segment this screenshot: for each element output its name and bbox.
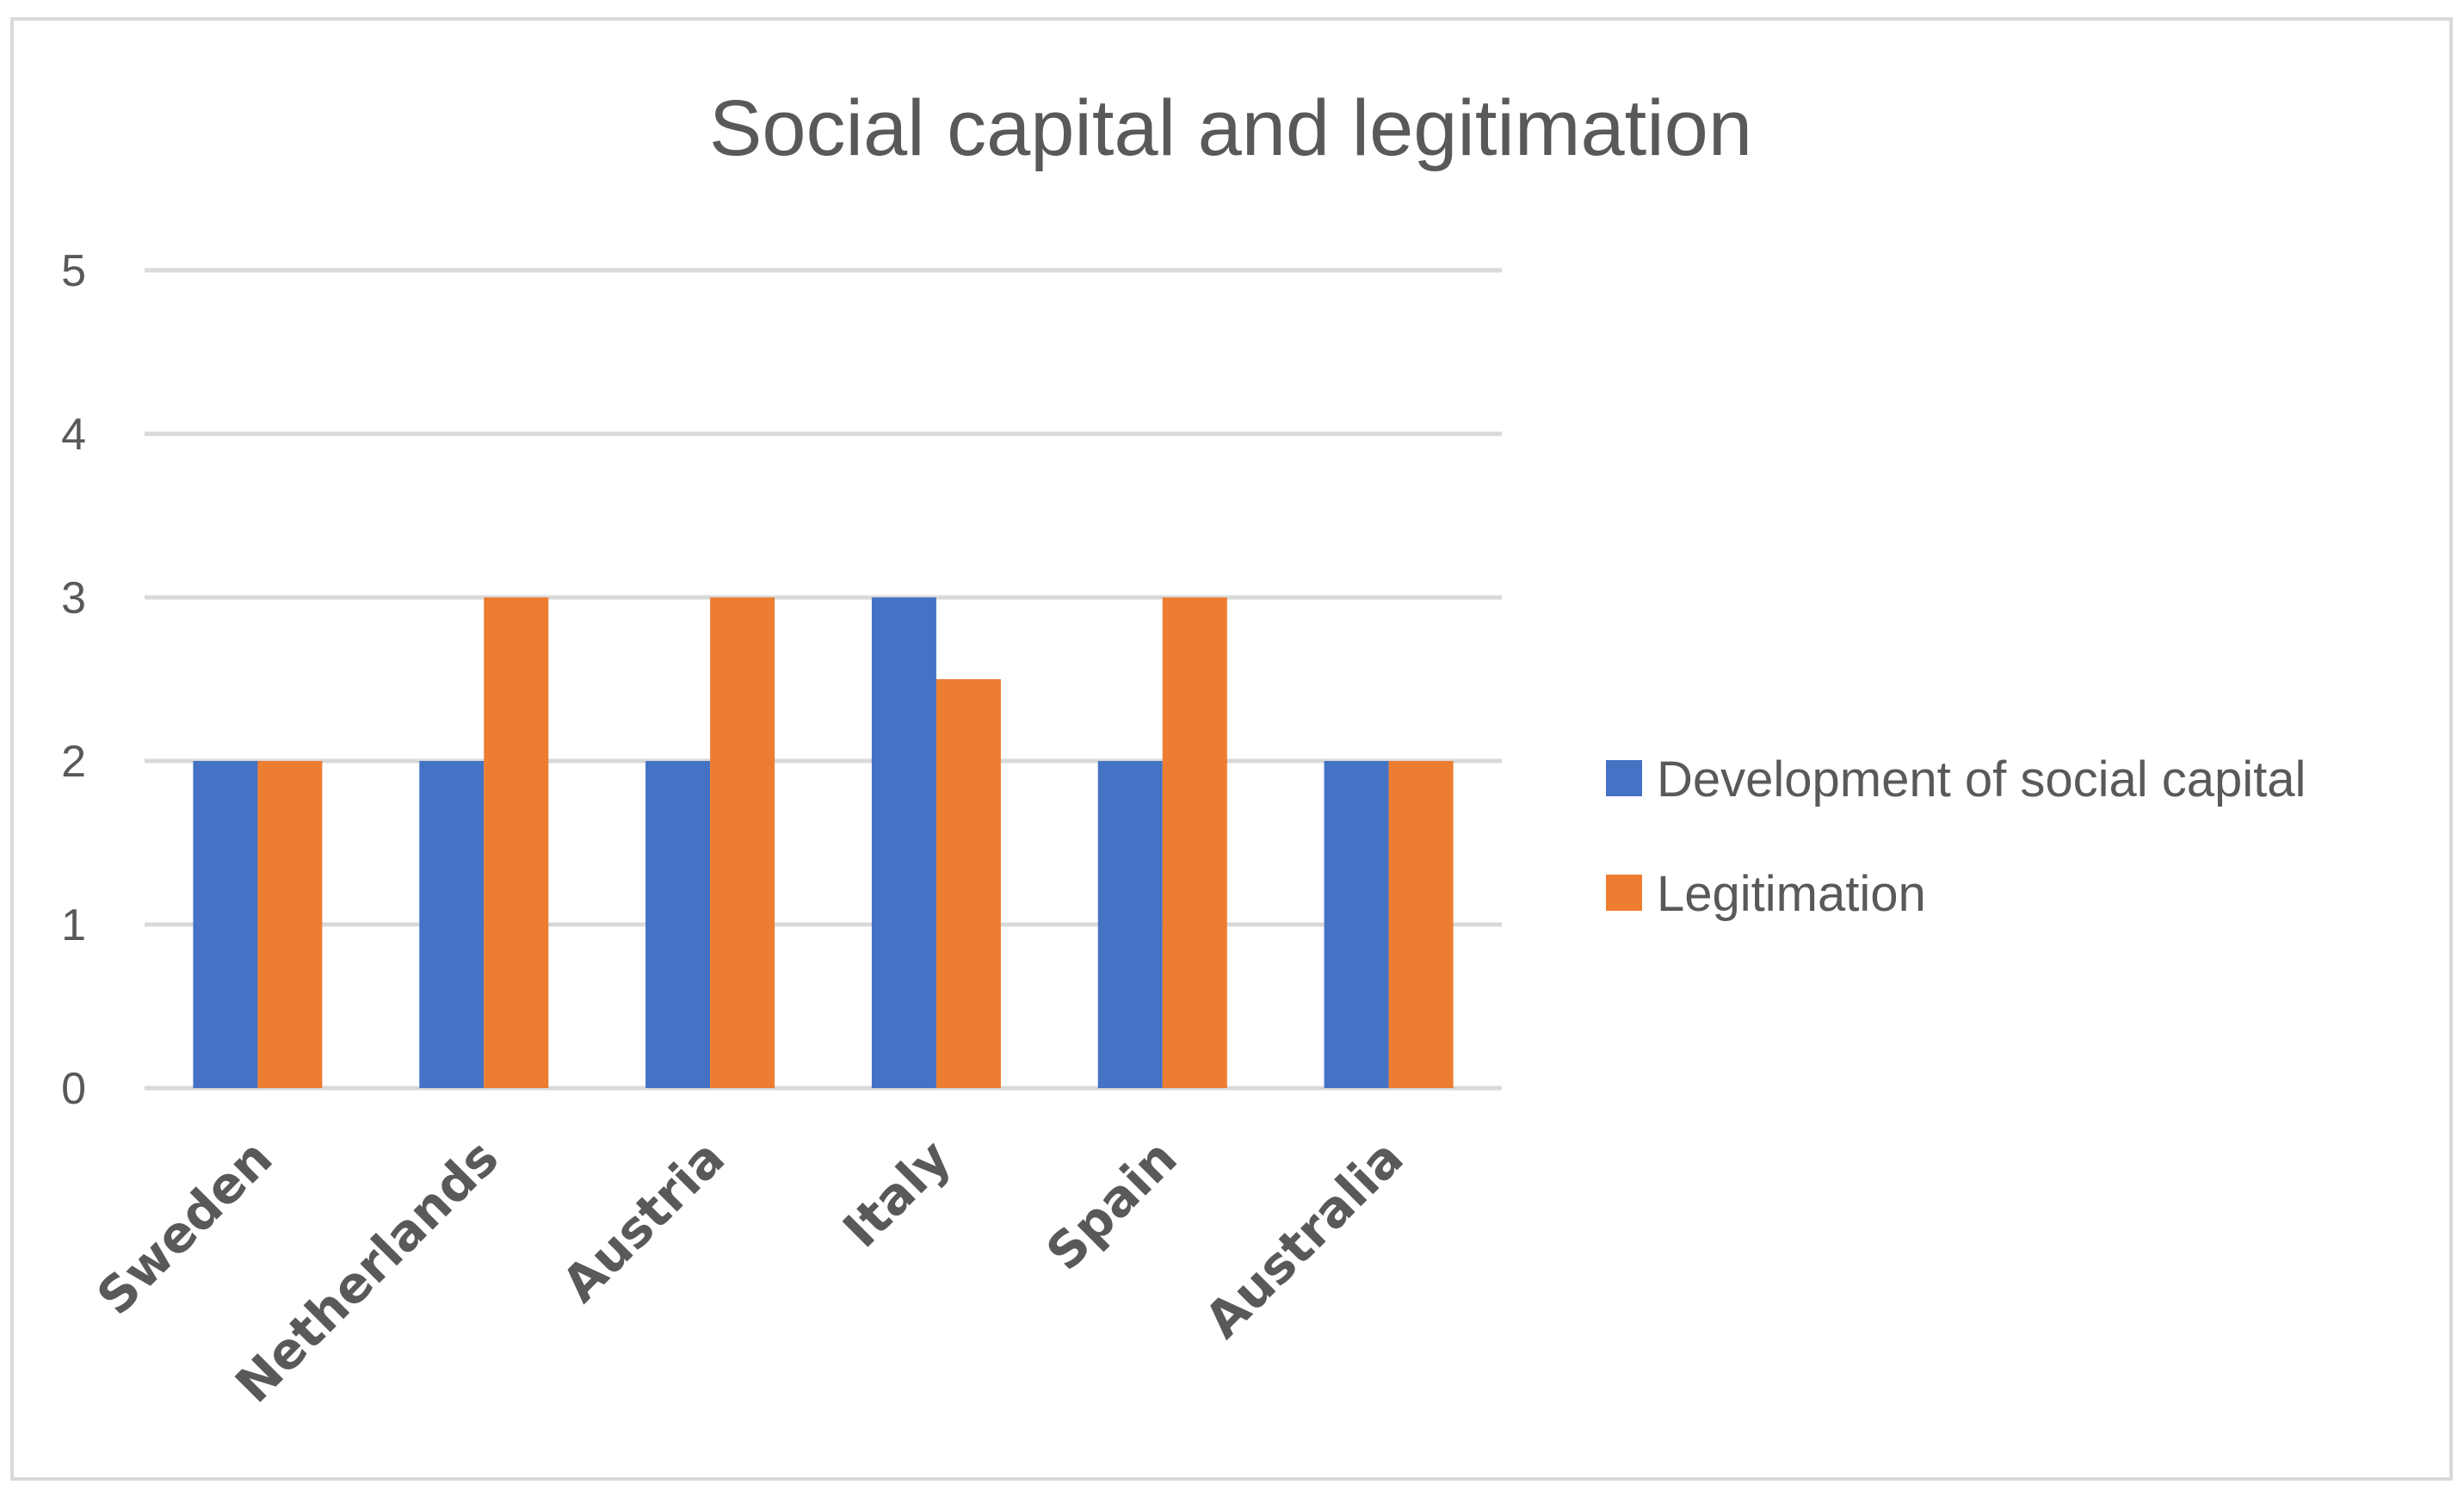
y-axis-ticks: 0 1 2 3 4 5	[61, 246, 86, 1114]
legend-label-legitimation: Legitimation	[1657, 866, 1926, 922]
bar-austria-social-capital	[645, 761, 711, 1088]
x-tick-label-sweden: Sweden	[86, 1129, 284, 1327]
bar-australia-legitimation	[1388, 761, 1454, 1088]
bar-spain-legitimation	[1162, 597, 1227, 1088]
chart-frame	[10, 17, 2453, 1481]
y-tick-label: 4	[61, 410, 86, 460]
bars	[193, 597, 1454, 1088]
x-tick-label-italy: Italy	[831, 1129, 961, 1259]
x-tick-label-australia: Australia	[1194, 1129, 1415, 1350]
y-tick-label: 3	[61, 573, 86, 623]
y-tick-label: 1	[61, 900, 86, 950]
chart-title: Social capital and legitimation	[709, 84, 1752, 172]
y-tick-label: 5	[61, 246, 86, 296]
bar-netherlands-legitimation	[484, 597, 549, 1088]
bar-sweden-social-capital	[193, 761, 258, 1088]
bar-australia-social-capital	[1324, 761, 1389, 1088]
bar-italy-social-capital	[871, 597, 936, 1088]
y-tick-label: 2	[61, 737, 86, 787]
y-tick-label: 0	[61, 1064, 86, 1114]
legend-swatch-legitimation	[1606, 875, 1642, 911]
gridlines	[145, 268, 1502, 1091]
legend-swatch-social-capital	[1606, 760, 1642, 796]
x-tick-label-austria: Austria	[551, 1129, 736, 1314]
legend: Development of social capital Legitimatio…	[1606, 752, 2306, 922]
bar-austria-legitimation	[710, 597, 775, 1088]
bar-netherlands-social-capital	[419, 761, 485, 1088]
bar-spain-social-capital	[1097, 761, 1163, 1088]
bar-italy-legitimation	[936, 679, 1001, 1088]
bar-sweden-legitimation	[257, 761, 323, 1088]
legend-label-social-capital: Development of social capital	[1657, 752, 2306, 807]
x-tick-label-spain: Spain	[1035, 1129, 1189, 1282]
